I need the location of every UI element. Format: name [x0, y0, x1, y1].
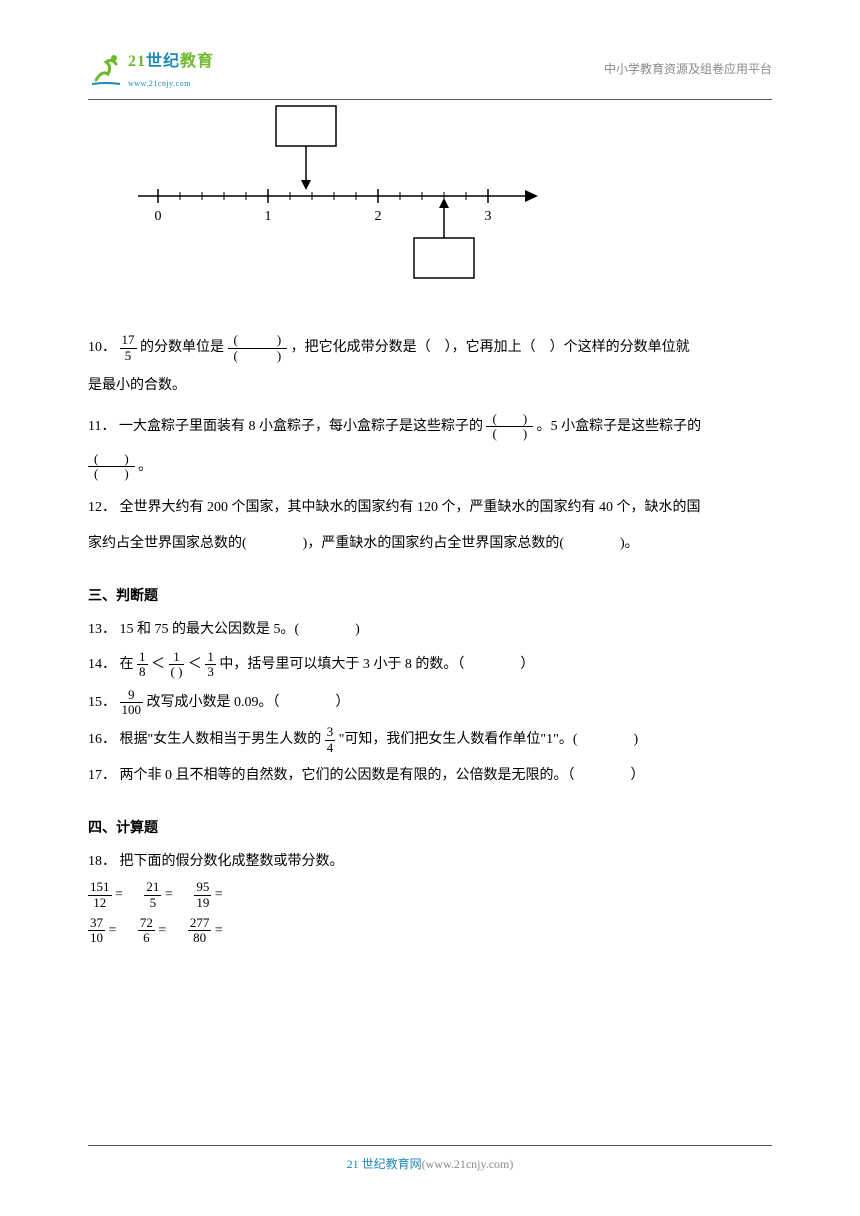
- q11-t3: 。: [138, 459, 152, 474]
- q11-number: 11．: [88, 419, 115, 434]
- q15-text: 改写成小数是 0.09。（ ）: [147, 695, 350, 710]
- q10-t1: 的分数单位是: [140, 340, 224, 355]
- q12-t1: 全世界大约有 200 个国家，其中缺水的国家约有 120 个，严重缺水的国家约有…: [120, 500, 701, 515]
- question-12: 12． 全世界大约有 200 个国家，其中缺水的国家约有 120 个，严重缺水的…: [88, 495, 772, 555]
- question-14: 14． 在 18 ＜ 1( ) ＜ 13 中，括号里可以填大于 3 小于 8 的…: [88, 650, 772, 680]
- lt-sign-2: ＜: [188, 657, 206, 672]
- q18-frac-5: 726: [138, 916, 155, 946]
- q10-blank-fraction: ( )( ): [228, 333, 288, 363]
- q18-text: 把下面的假分数化成整数或带分数。: [120, 854, 344, 869]
- logo-cn-3: 教育: [180, 53, 214, 70]
- q10-t2: ，把它化成带分数是（ ），它再加上（ ）个这样的分数单位就: [291, 340, 690, 355]
- question-15: 15． 9100 改写成小数是 0.09。（ ）: [88, 688, 772, 718]
- q12-number: 12．: [88, 500, 116, 515]
- question-18: 18． 把下面的假分数化成整数或带分数。 15112 = 215 = 9519 …: [88, 849, 772, 945]
- question-13: 13． 15 和 75 的最大公因数是 5。( ): [88, 617, 772, 642]
- tick-1: 1: [265, 209, 272, 224]
- q10-t3: 是最小的合数。: [88, 373, 772, 398]
- q11-t2: 。5 小盒粽子是这些粽子的: [537, 419, 702, 434]
- q18-frac-2: 215: [144, 880, 161, 910]
- question-16: 16． 根据"女生人数相当于男生人数的 34 "可知，我们把女生人数看作单位"1…: [88, 725, 772, 755]
- q16-t2: "可知，我们把女生人数看作单位"1"。( ): [339, 732, 638, 747]
- tick-0: 0: [155, 209, 162, 224]
- logo-cn-1: 21: [128, 53, 146, 70]
- q18-frac-4: 3710: [88, 916, 105, 946]
- footer-url: (www.21cnjy.com): [422, 1157, 514, 1171]
- page-header: 21世纪教育 www.21cnjy.com 中小学教育资源及组卷应用平台: [88, 48, 772, 91]
- q14-frac-mid: 1( ): [169, 650, 185, 680]
- question-10: 10． 175 的分数单位是 ( )( ) ，把它化成带分数是（ ），它再加上（…: [88, 333, 772, 398]
- q18-frac-6: 27780: [188, 916, 212, 946]
- main-content: 0 1 2 3 10． 175 的分数单位是 ( )( ) ，把它化成带分数是（…: [88, 104, 772, 945]
- q14-frac-left: 18: [137, 650, 148, 680]
- number-line-figure: 0 1 2 3: [108, 104, 772, 293]
- q14-number: 14．: [88, 657, 116, 672]
- logo-cn-2: 世纪: [146, 53, 180, 70]
- q16-t1: 根据"女生人数相当于男生人数的: [120, 732, 322, 747]
- tick-2: 2: [375, 209, 382, 224]
- question-17: 17． 两个非 0 且不相等的自然数，它们的公因数是有限的，公倍数是无限的。（ …: [88, 763, 772, 788]
- q11-blank-fraction-2: ( )( ): [88, 452, 135, 482]
- question-11: 11． 一大盒粽子里面装有 8 小盒粽子，每小盒粽子是这些粽子的 ( )( ) …: [88, 412, 772, 481]
- logo: 21世纪教育 www.21cnjy.com: [88, 48, 214, 91]
- q16-fraction: 34: [325, 725, 336, 755]
- header-divider: [88, 99, 772, 100]
- number-line-svg: 0 1 2 3: [108, 104, 548, 284]
- q15-number: 15．: [88, 695, 116, 710]
- q11-blank-fraction-1: ( )( ): [486, 412, 533, 442]
- section-3-title: 三、判断题: [88, 584, 772, 609]
- footer-brand: 21 世纪教育网: [347, 1157, 422, 1171]
- q18-frac-3: 9519: [194, 880, 211, 910]
- footer-divider: [88, 1145, 772, 1146]
- tick-3: 3: [485, 209, 492, 224]
- q14-t2: 中，括号里可以填大于 3 小于 8 的数。（ ）: [219, 657, 534, 672]
- runner-icon: [88, 52, 124, 88]
- q12-t2: 家约占全世界国家总数的( )，严重缺水的国家约占全世界国家总数的( )。: [88, 531, 772, 556]
- logo-text: 21世纪教育 www.21cnjy.com: [128, 48, 214, 91]
- q18-row2: 3710 = 726 = 27780 =: [88, 916, 772, 946]
- q18-number: 18．: [88, 854, 116, 869]
- q18-frac-1: 15112: [88, 880, 112, 910]
- q13-text: 15 和 75 的最大公因数是 5。( ): [120, 622, 360, 637]
- q10-number: 10．: [88, 340, 116, 355]
- logo-url: www.21cnjy.com: [128, 77, 214, 91]
- q17-number: 17．: [88, 768, 116, 783]
- q14-t1: 在: [120, 657, 134, 672]
- q18-row1: 15112 = 215 = 9519 =: [88, 880, 772, 910]
- q15-fraction: 9100: [120, 688, 144, 718]
- lt-sign-1: ＜: [151, 657, 169, 672]
- q14-frac-right: 13: [205, 650, 216, 680]
- q10-fraction: 175: [120, 333, 137, 363]
- q13-number: 13．: [88, 622, 116, 637]
- page-footer: 21 世纪教育网(www.21cnjy.com): [88, 1145, 772, 1176]
- q17-text: 两个非 0 且不相等的自然数，它们的公因数是有限的，公倍数是无限的。（ ）: [120, 768, 645, 783]
- section-4-title: 四、计算题: [88, 816, 772, 841]
- q11-t1: 一大盒粽子里面装有 8 小盒粽子，每小盒粽子是这些粽子的: [119, 419, 483, 434]
- header-subtitle: 中小学教育资源及组卷应用平台: [604, 59, 772, 81]
- q16-number: 16．: [88, 732, 116, 747]
